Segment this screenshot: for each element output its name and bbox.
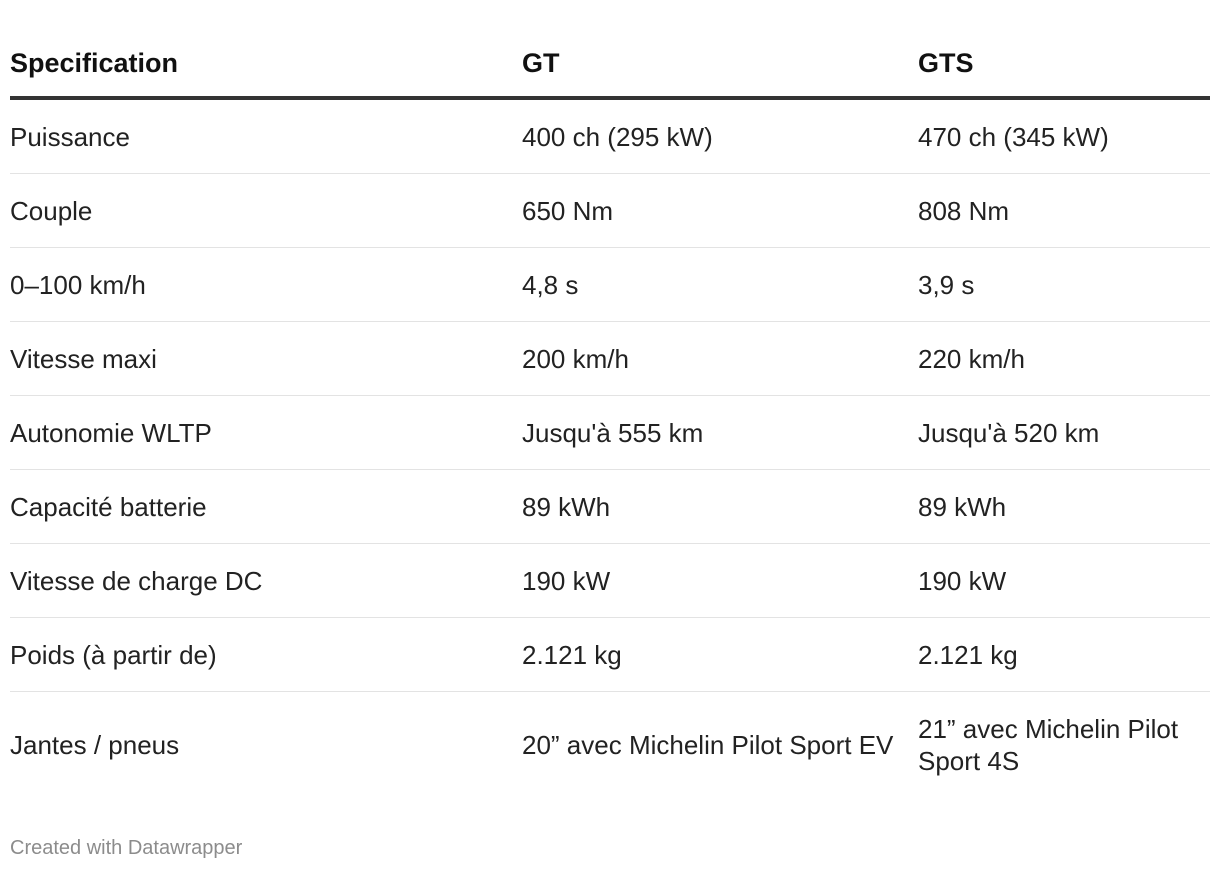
row-label: Jantes / pneus	[10, 730, 180, 760]
cell-gts: 190 kW	[918, 543, 1210, 618]
row-label: Poids (à partir de)	[10, 617, 522, 692]
column-header: Specification	[10, 30, 522, 100]
table-row: Jantes / pneus 20” avec Michelin Pilot S…	[10, 692, 1210, 799]
cell-gts: 808 Nm	[918, 173, 1210, 248]
cell-gt: 650 Nm	[522, 173, 918, 248]
cell-gt: 2.121 kg	[522, 617, 918, 692]
table-row: Puissance 400 ch (295 kW) 470 ch (345 kW…	[10, 98, 1210, 174]
cell-gt: 89 kWh	[522, 469, 918, 544]
cell-gts: 89 kWh	[918, 469, 1210, 544]
row-label: Autonomie WLTP	[10, 395, 522, 470]
cell-gt: 190 kW	[522, 543, 918, 618]
row-label: 0–100 km/h	[10, 247, 522, 322]
column-header: GT	[522, 30, 918, 100]
column-header: GTS	[918, 30, 1210, 100]
cell-gts: 3,9 s	[918, 247, 1210, 322]
cell-gts: Jusqu'à 520 km	[918, 395, 1210, 470]
row-label: Vitesse maxi	[10, 321, 522, 396]
spec-table-container: Specification GT GTS Puissance 400 ch (2…	[10, 30, 1210, 798]
cell-gts: 2.121 kg	[918, 617, 1210, 692]
table-row: Vitesse de charge DC 190 kW 190 kW	[10, 543, 1210, 618]
cell-gts: 470 ch (345 kW)	[918, 98, 1210, 174]
table-row: Couple 650 Nm 808 Nm	[10, 173, 1210, 248]
table-row: 0–100 km/h 4,8 s 3,9 s	[10, 247, 1210, 322]
table-row: Autonomie WLTP Jusqu'à 555 km Jusqu'à 52…	[10, 395, 1210, 470]
table-row: Capacité batterie 89 kWh 89 kWh	[10, 469, 1210, 544]
cell-gt: Jusqu'à 555 km	[522, 395, 918, 470]
row-label: Vitesse de charge DC	[10, 543, 522, 618]
cell-gt: 4,8 s	[522, 247, 918, 322]
cell-gt: 400 ch (295 kW)	[522, 98, 918, 174]
cell-gts: 21” avec Michelin Pilot Sport 4S	[918, 714, 1179, 776]
cell-gt: 20” avec Michelin Pilot Sport EV	[522, 730, 894, 760]
row-label: Couple	[10, 173, 522, 248]
cell-gt: 200 km/h	[522, 321, 918, 396]
table-header-row: Specification GT GTS	[10, 30, 1210, 100]
row-label: Puissance	[10, 98, 522, 174]
cell-gts: 220 km/h	[918, 321, 1210, 396]
table-row: Poids (à partir de) 2.121 kg 2.121 kg	[10, 617, 1210, 692]
row-label: Capacité batterie	[10, 469, 522, 544]
spec-table: Specification GT GTS Puissance 400 ch (2…	[10, 30, 1210, 798]
table-row: Vitesse maxi 200 km/h 220 km/h	[10, 321, 1210, 396]
datawrapper-credit[interactable]: Created with Datawrapper	[10, 837, 243, 859]
